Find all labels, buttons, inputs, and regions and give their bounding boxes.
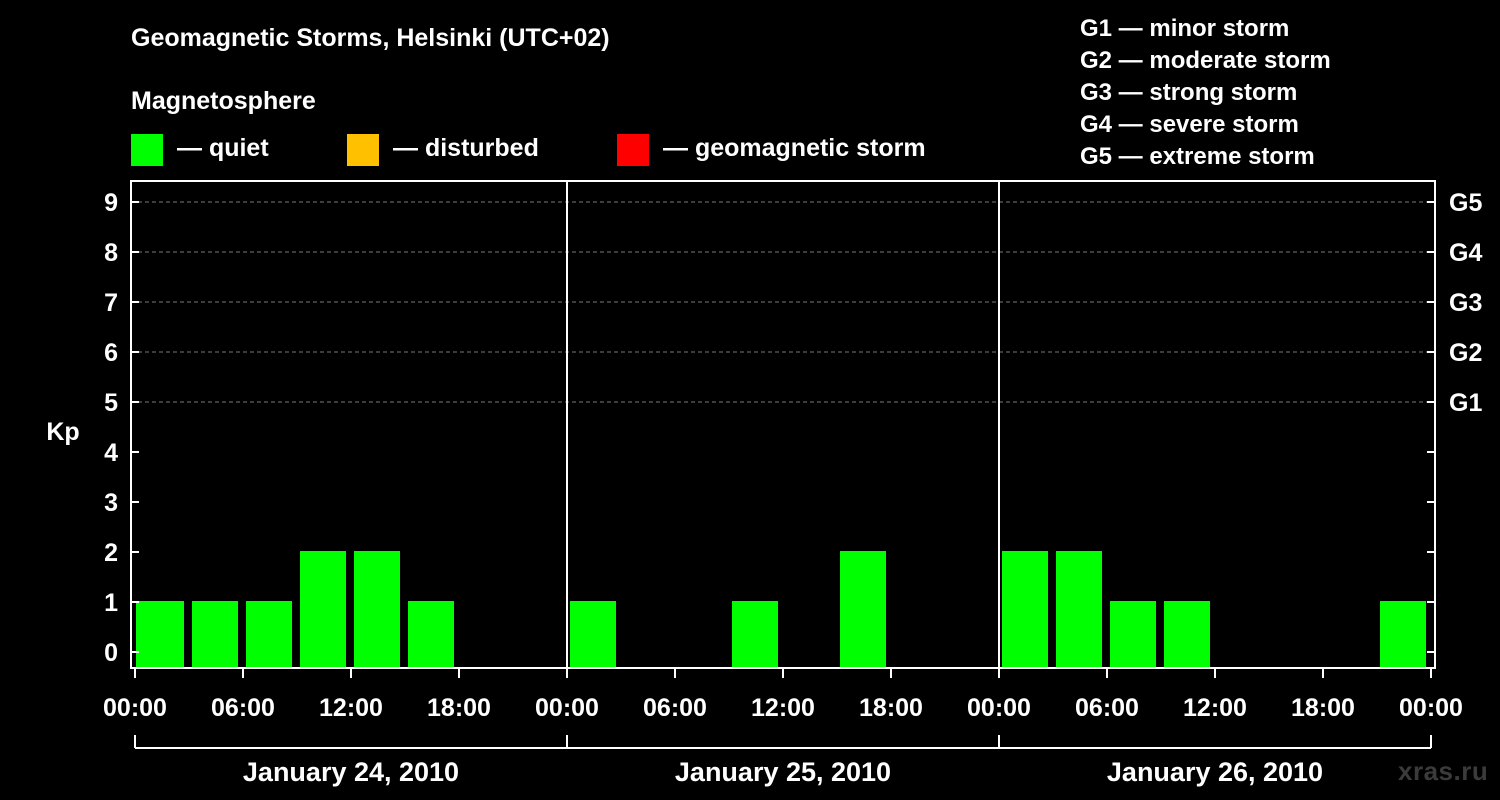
x-tick-label-6: 12:00 xyxy=(751,694,815,722)
x-tick-label-2: 12:00 xyxy=(319,694,383,722)
storm-scale-g5: G5 — extreme storm xyxy=(1080,143,1315,170)
kp-bar-23 xyxy=(1380,601,1426,668)
x-tick-label-12: 00:00 xyxy=(1399,694,1463,722)
right-axis-label-g2: G2 xyxy=(1449,339,1482,367)
legend-swatch-disturbed xyxy=(347,134,379,166)
legend-swatch-storm xyxy=(617,134,649,166)
kp-bar-13 xyxy=(840,551,886,668)
x-tick-label-7: 18:00 xyxy=(859,694,923,722)
y-tick-label-8: 8 xyxy=(104,239,118,267)
kp-bar-1 xyxy=(192,601,238,668)
magnetosphere-label: Magnetosphere xyxy=(131,87,316,115)
y-tick-label-0: 0 xyxy=(104,639,118,667)
x-tick-label-8: 00:00 xyxy=(967,694,1031,722)
date-label-2: January 26, 2010 xyxy=(1107,757,1323,787)
x-tick-label-1: 06:00 xyxy=(211,694,275,722)
x-tick-label-3: 18:00 xyxy=(427,694,491,722)
y-tick-label-2: 2 xyxy=(104,539,118,567)
right-axis-label-g5: G5 xyxy=(1449,189,1482,217)
storm-scale-g4: G4 — severe storm xyxy=(1080,111,1299,138)
kp-bar-4 xyxy=(354,551,400,668)
watermark: xras.ru xyxy=(1398,756,1489,786)
date-label-1: January 25, 2010 xyxy=(675,757,891,787)
kp-bar-0 xyxy=(136,601,184,668)
chart-title: Geomagnetic Storms, Helsinki (UTC+02) xyxy=(131,24,610,52)
kp-bar-8 xyxy=(570,601,616,668)
right-axis-label-g4: G4 xyxy=(1449,239,1482,267)
right-axis-label-g1: G1 xyxy=(1449,389,1482,417)
legend-swatch-quiet xyxy=(131,134,163,166)
date-label-0: January 24, 2010 xyxy=(243,757,459,787)
y-tick-label-1: 1 xyxy=(104,589,118,617)
kp-bar-2 xyxy=(246,601,292,668)
kp-bar-11 xyxy=(732,601,778,668)
storm-scale-g3: G3 — strong storm xyxy=(1080,79,1298,106)
y-tick-label-9: 9 xyxy=(104,189,118,217)
y-tick-label-6: 6 xyxy=(104,339,118,367)
legend-label-storm: — geomagnetic storm xyxy=(663,134,926,162)
x-tick-label-9: 06:00 xyxy=(1075,694,1139,722)
y-axis-label: Kp xyxy=(46,418,79,446)
y-tick-label-7: 7 xyxy=(104,289,118,317)
kp-bar-3 xyxy=(300,551,346,668)
x-tick-label-10: 12:00 xyxy=(1183,694,1247,722)
x-tick-label-4: 00:00 xyxy=(535,694,599,722)
x-tick-label-5: 06:00 xyxy=(643,694,707,722)
kp-bar-16 xyxy=(1002,551,1048,668)
kp-bar-19 xyxy=(1164,601,1210,668)
x-tick-label-11: 18:00 xyxy=(1291,694,1355,722)
kp-bar-17 xyxy=(1056,551,1102,668)
y-tick-label-4: 4 xyxy=(104,439,118,467)
y-tick-label-5: 5 xyxy=(104,389,118,417)
x-tick-label-0: 00:00 xyxy=(103,694,167,722)
storm-scale-g1: G1 — minor storm xyxy=(1080,15,1290,42)
kp-bar-18 xyxy=(1110,601,1156,668)
storm-scale-g2: G2 — moderate storm xyxy=(1080,47,1331,74)
y-tick-label-3: 3 xyxy=(104,489,118,517)
right-axis-label-g3: G3 xyxy=(1449,289,1482,317)
kp-bar-5 xyxy=(408,601,454,668)
legend-label-quiet: — quiet xyxy=(177,134,269,162)
legend-label-disturbed: — disturbed xyxy=(393,134,539,162)
